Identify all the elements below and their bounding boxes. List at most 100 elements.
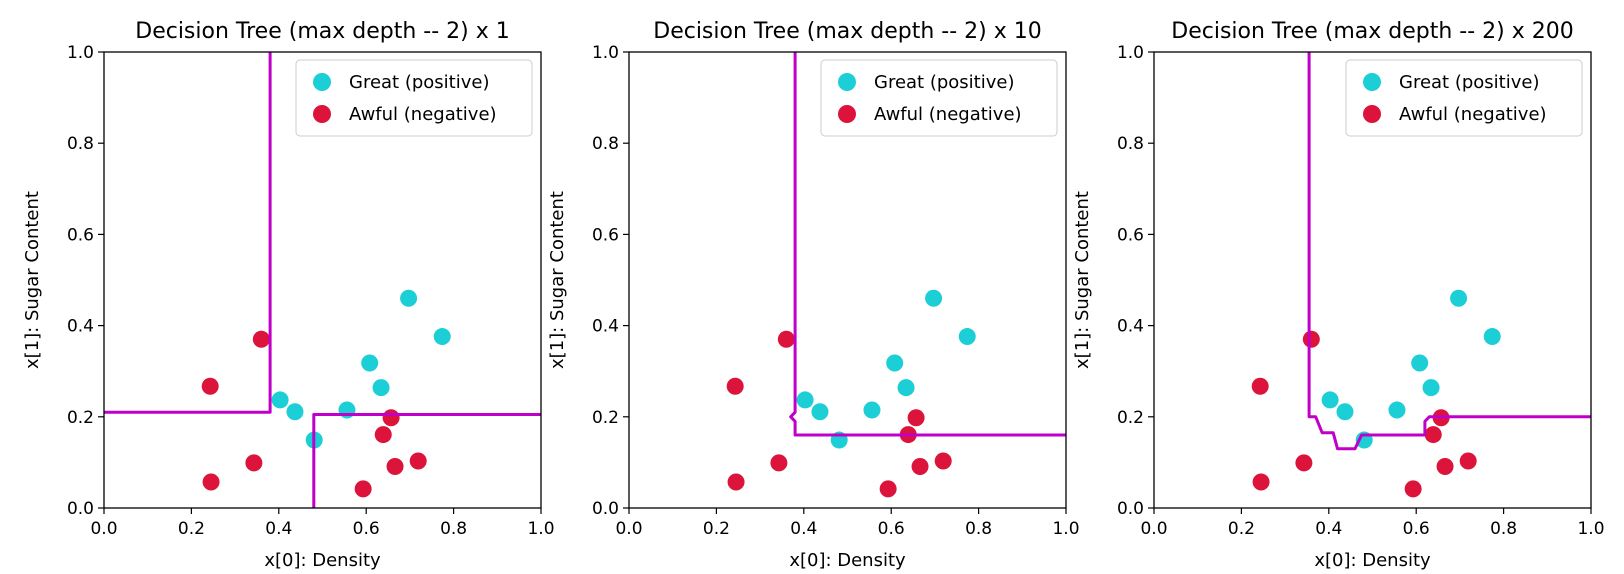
decision-boundary-line — [789, 52, 1066, 437]
data-point-positive — [1411, 354, 1429, 372]
x-tick-label: 0.2 — [703, 519, 730, 539]
data-point-negative — [252, 330, 270, 348]
data-point-positive — [811, 403, 829, 421]
chart-panel-2: Decision Tree (max depth -- 2) x 100.0 0.… — [547, 19, 1080, 571]
legend-marker-negative — [313, 105, 331, 123]
y-tick-label: 0.4 — [592, 317, 619, 337]
data-point-negative — [201, 377, 219, 395]
data-point-positive — [271, 391, 289, 409]
y-tick-label: 0.8 — [1117, 134, 1144, 154]
y-tick-label: 0.4 — [1117, 317, 1144, 337]
data-point-positive — [286, 403, 304, 421]
data-point-negative — [1295, 454, 1313, 472]
data-point-negative — [409, 452, 427, 470]
x-tick-label: 0.4 — [265, 519, 292, 539]
legend-box — [1345, 59, 1583, 137]
x-tick-label: 0.8 — [965, 519, 992, 539]
data-point-positive — [361, 354, 379, 372]
data-point-negative — [374, 426, 392, 444]
legend-box — [820, 59, 1058, 137]
data-point-negative — [934, 452, 952, 470]
decision-boundary-line — [104, 52, 272, 414]
legend-label: Great (positive) — [1399, 72, 1539, 93]
x-tick-label: 0.4 — [1315, 519, 1342, 539]
data-point-positive — [1422, 379, 1440, 397]
data-point-positive — [796, 391, 814, 409]
data-point-negative — [354, 480, 372, 498]
data-point-positive — [886, 354, 904, 372]
x-tick-label: 0.6 — [1403, 519, 1430, 539]
legend-marker-positive — [1363, 73, 1381, 91]
data-point-positive — [925, 289, 943, 307]
legend-label: Awful (negative) — [349, 104, 497, 125]
legend-marker-negative — [1363, 105, 1381, 123]
data-point-positive — [863, 401, 881, 419]
chart-title: Decision Tree (max depth -- 2) x 200 — [1171, 19, 1573, 44]
data-point-negative — [245, 454, 263, 472]
x-tick-label: 0.4 — [790, 519, 817, 539]
data-point-negative — [727, 473, 745, 491]
data-point-negative — [879, 480, 897, 498]
decision-boundary-line — [312, 413, 541, 508]
legend-marker-positive — [838, 73, 856, 91]
x-tick-label: 0.0 — [615, 519, 642, 539]
data-point-negative — [1459, 452, 1477, 470]
y-tick-label: 0.2 — [67, 408, 94, 428]
data-point-negative — [1436, 458, 1454, 476]
x-tick-label: 0.0 — [90, 519, 117, 539]
x-axis-label: x[0]: Density — [1314, 550, 1431, 571]
data-point-negative — [1302, 330, 1320, 348]
y-tick-label: 0.0 — [1117, 499, 1144, 519]
data-point-positive — [1450, 289, 1468, 307]
chart-title: Decision Tree (max depth -- 2) x 1 — [135, 19, 509, 44]
data-point-negative — [382, 409, 400, 427]
data-point-positive — [958, 328, 976, 346]
data-point-negative — [386, 458, 404, 476]
data-point-positive — [1483, 328, 1501, 346]
y-tick-label: 1.0 — [592, 43, 619, 63]
decision-boundary-line — [1307, 52, 1591, 451]
legend: Great (positive) Awful (negative) — [820, 59, 1058, 137]
x-tick-label: 0.0 — [1140, 519, 1167, 539]
x-axis-label: x[0]: Density — [789, 550, 906, 571]
data-point-positive — [1388, 401, 1406, 419]
x-tick-label: 0.6 — [353, 519, 380, 539]
data-point-negative — [777, 330, 795, 348]
x-tick-label: 0.2 — [1228, 519, 1255, 539]
y-tick-label: 1.0 — [67, 43, 94, 63]
y-tick-label: 0.8 — [592, 134, 619, 154]
chart-panel-1: Decision Tree (max depth -- 2) x 1 0.0 0.2… — [22, 19, 555, 571]
x-tick-label: 0.6 — [878, 519, 905, 539]
data-point-negative — [1404, 480, 1422, 498]
y-tick-label: 1.0 — [1117, 43, 1144, 63]
data-point-negative — [202, 473, 220, 491]
legend: Great (positive) Awful (negative) — [1345, 59, 1583, 137]
data-point-negative — [1424, 426, 1442, 444]
x-tick-label: 1.0 — [1577, 519, 1604, 539]
y-tick-label: 0.0 — [67, 499, 94, 519]
data-point-positive — [400, 289, 418, 307]
y-tick-label: 0.2 — [592, 408, 619, 428]
chart-title: Decision Tree (max depth -- 2) x 10 — [653, 19, 1041, 44]
y-tick-label: 0.6 — [592, 225, 619, 245]
data-point-negative — [1252, 473, 1270, 491]
y-axis-label: x[1]: Sugar Content — [547, 191, 568, 369]
data-point-negative — [770, 454, 788, 472]
data-point-positive — [1321, 391, 1339, 409]
plot-frame — [628, 51, 1067, 509]
data-point-negative — [907, 409, 925, 427]
x-tick-label: 0.8 — [440, 519, 467, 539]
y-tick-label: 0.4 — [67, 317, 94, 337]
x-tick-label: 0.8 — [1490, 519, 1517, 539]
data-point-positive — [372, 379, 390, 397]
plot-frame — [103, 51, 542, 509]
legend-label: Great (positive) — [874, 72, 1014, 93]
y-tick-label: 0.8 — [67, 134, 94, 154]
plot-frame — [1153, 51, 1592, 509]
legend-marker-positive — [313, 73, 331, 91]
y-tick-label: 0.6 — [67, 225, 94, 245]
y-tick-label: 0.0 — [592, 499, 619, 519]
legend-box — [295, 59, 533, 137]
